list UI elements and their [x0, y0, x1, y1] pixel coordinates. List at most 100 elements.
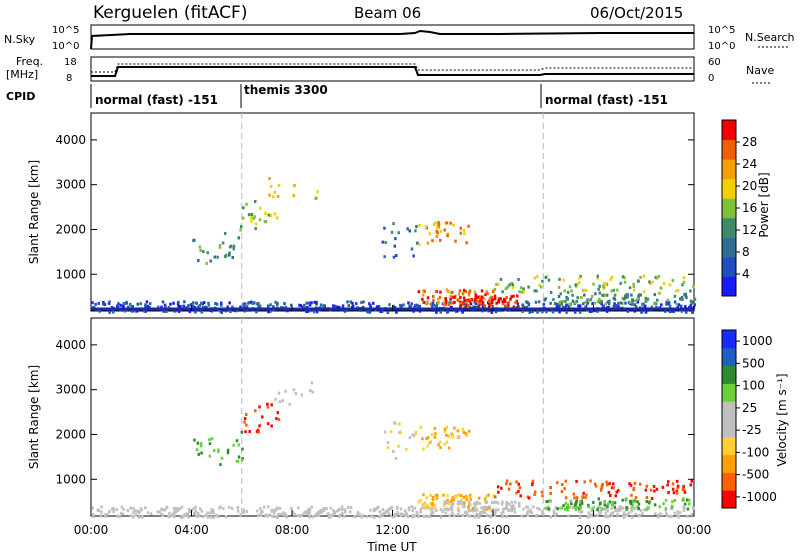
scatter-cell [630, 293, 633, 297]
scatter-cell [393, 421, 396, 425]
scatter-cell [177, 304, 180, 308]
scatter-cell [632, 486, 636, 490]
scatter-cell [451, 433, 454, 437]
scatter-cell [445, 425, 448, 429]
colorbar-swatch [722, 217, 736, 238]
scatter-cell [667, 301, 671, 305]
freq-bottom-tick: 8 [66, 73, 72, 84]
scatter-cell [539, 285, 543, 289]
scatter-cell [163, 303, 167, 307]
nsky-panel: N.Sky 10^5 10^0 10^5 10^0 N.Search [4, 24, 795, 52]
scatter-cell [457, 292, 461, 296]
scatter-cell [197, 452, 201, 456]
scatter-cell [406, 515, 410, 519]
scatter-cell [684, 292, 688, 296]
cpid-segment-1: normal (fast) -151 [95, 93, 218, 107]
scatter-cell [505, 286, 509, 290]
scatter-cell [158, 510, 162, 514]
scatter-cell [603, 282, 606, 286]
scatter-cell [426, 296, 430, 300]
scatter-cell [606, 300, 610, 304]
scatter-cell [429, 494, 432, 498]
scatter-cell [502, 510, 505, 514]
scatter-cell [612, 304, 616, 308]
scatter-cell [591, 309, 594, 313]
scatter-cell [220, 310, 224, 314]
scatter-cell [254, 409, 257, 413]
scatter-cell [505, 500, 508, 504]
scatter-cell [258, 218, 262, 222]
scatter-cell [627, 511, 631, 515]
scatter-cell [681, 297, 684, 301]
power-panel: 1000 2000 3000 4000 Slant Range [km] 4 8 12 16… [27, 112, 771, 314]
scatter-cell [192, 301, 195, 305]
scatter-cell [690, 479, 693, 483]
scatter-cell [607, 305, 610, 309]
scatter-cell [94, 302, 97, 306]
scatter-cell [549, 491, 552, 495]
scatter-cell [182, 304, 185, 308]
scatter-cell [481, 305, 485, 309]
scatter-cell [672, 491, 676, 495]
scatter-cell [579, 296, 583, 300]
scatter-cell [222, 506, 225, 510]
scatter-cell [465, 299, 468, 303]
scatter-cell [596, 506, 600, 510]
scatter-cell [332, 304, 335, 308]
scatter-cell [682, 276, 686, 280]
scatter-cell [684, 294, 688, 298]
scatter-cell [527, 303, 530, 307]
scatter-cell [534, 300, 538, 304]
scatter-cell [467, 500, 471, 504]
scatter-cell [611, 500, 615, 504]
scatter-cell [488, 304, 491, 308]
scatter-cell [616, 288, 619, 292]
scatter-cell [511, 285, 515, 289]
x-tick-label: 12:00 [375, 523, 410, 537]
scatter-cell [658, 291, 661, 295]
scatter-cell [531, 479, 535, 483]
scatter-cell [549, 515, 553, 519]
scatter-cell [247, 213, 251, 217]
scatter-cell [468, 289, 472, 293]
scatter-cell [485, 505, 488, 509]
scatter-cell [490, 509, 494, 513]
scatter-cell [653, 302, 656, 306]
scatter-cell [670, 507, 673, 511]
scatter-cell [493, 294, 497, 298]
scatter-cell [403, 509, 407, 513]
freq-top-tick: 18 [64, 57, 77, 68]
scatter-cell [444, 298, 447, 302]
scatter-cell [419, 425, 423, 429]
scatter-cell [343, 510, 347, 514]
scatter-cell [421, 297, 424, 301]
scatter-cell [501, 507, 505, 511]
colorbar-swatch [722, 436, 736, 456]
scatter-cell [132, 507, 135, 511]
colorbar-tick-label: 20 [742, 179, 757, 193]
scatter-cell [205, 261, 208, 265]
scatter-cell [434, 290, 438, 294]
colorbar-swatch [722, 330, 736, 349]
scatter-cell [457, 299, 460, 303]
scatter-cell [462, 296, 466, 300]
scatter-cell [401, 512, 405, 516]
scatter-cell [656, 298, 659, 302]
scatter-cell [479, 296, 482, 300]
scatter-cell [479, 510, 482, 514]
cpid-label: CPID [6, 90, 35, 103]
scatter-cell [578, 276, 581, 280]
scatter-cell [623, 512, 626, 516]
scatter-cell [557, 294, 561, 298]
scatter-cell [490, 500, 494, 504]
scatter-cell [657, 515, 660, 519]
scatter-cell [612, 486, 615, 490]
scatter-cell [512, 504, 515, 508]
scatter-cell [284, 389, 287, 393]
scatter-cell [329, 506, 332, 510]
scatter-cell [203, 301, 206, 305]
scatter-cell [112, 507, 115, 511]
scatter-cell [566, 503, 570, 507]
scatter-cell [273, 190, 277, 194]
scatter-cell [679, 297, 682, 301]
